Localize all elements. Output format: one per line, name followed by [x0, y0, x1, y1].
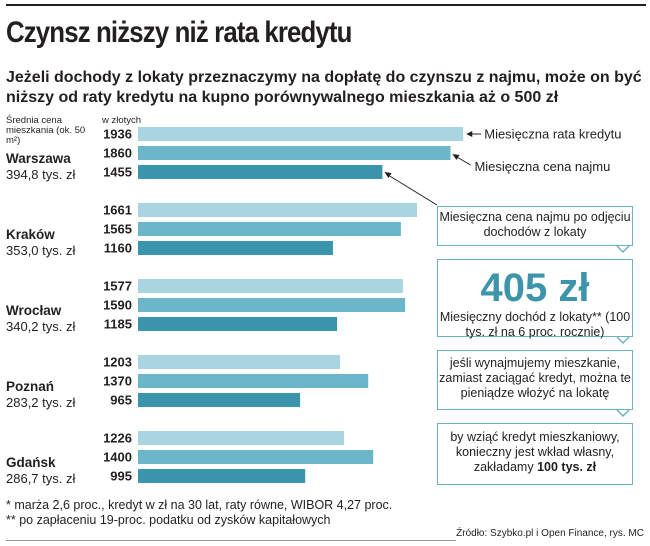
income-label: Miesięczny dochód z lokaty** (100 tys. z…	[439, 310, 631, 339]
city-price: 340,2 tys. zł	[6, 319, 75, 334]
bottom-rule	[6, 540, 456, 541]
bar	[138, 146, 451, 160]
bar-value-label: 1565	[103, 222, 132, 237]
bar	[138, 393, 301, 407]
city-name: Warszawa	[6, 151, 71, 166]
box-connector-chevron	[616, 336, 630, 345]
top-rule	[6, 4, 646, 6]
invest-note-box: jeśli wynajmujemy mieszkanie, zamiast za…	[437, 350, 633, 410]
chart-title: Czynsz niższy niż rata kredytu	[6, 16, 352, 49]
footnote-1: * marża 2,6 proc., kredyt w zł na 30 lat…	[6, 498, 393, 512]
bar	[138, 431, 344, 445]
bar-value-label: 1226	[103, 431, 132, 446]
loan-note-prefix: by wziąć kredyt mieszkaniowy, konieczny …	[450, 430, 620, 474]
bar-value-label: 1455	[103, 165, 132, 180]
loan-note-box: by wziąć kredyt mieszkaniowy, konieczny …	[437, 423, 633, 485]
bar-value-label: 1661	[103, 203, 132, 218]
loan-note-text: by wziąć kredyt mieszkaniowy, konieczny …	[438, 430, 632, 475]
bar-value-label: 1936	[103, 127, 132, 142]
legend-rent-label: Miesięczna cena najmu	[474, 159, 610, 174]
footnote-2: ** po zapłaceniu 19-proc. podatku od zys…	[6, 513, 331, 527]
bar	[138, 450, 374, 464]
bar	[138, 203, 417, 217]
bar-value-label: 995	[110, 469, 132, 484]
city-column-label: Średnia cena mieszkania (ok. 50 m²)	[6, 115, 86, 146]
legend-rate-arrowhead	[466, 131, 473, 137]
bar-value-label: 1185	[104, 317, 132, 332]
legend-rate-label: Miesięczna rata kredytu	[484, 127, 621, 142]
city-name: Wrocław	[6, 303, 62, 318]
invest-note-text: jeśli wynajmujemy mieszkanie, zamiast za…	[439, 356, 631, 400]
bar-value-label: 1370	[103, 374, 132, 389]
unit-label: w złotych	[102, 115, 142, 126]
bar-value-label: 1160	[104, 241, 132, 256]
bar-value-label: 1860	[103, 146, 132, 161]
chart-subtitle: Jeżeli dochody z lokaty przeznaczymy na …	[6, 69, 642, 106]
bar-value-label: 1577	[103, 279, 132, 294]
city-price: 286,7 tys. zł	[6, 471, 75, 486]
bar-value-label: 1203	[103, 355, 132, 370]
city-price: 283,2 tys. zł	[6, 395, 75, 410]
loan-note-amount: 100 tys. zł	[537, 460, 597, 474]
income-box: 405 zł Miesięczny dochód z lokaty** (100…	[437, 259, 633, 339]
net-rent-pointer	[386, 173, 438, 206]
bar	[138, 469, 306, 483]
bar	[138, 127, 464, 141]
box-connector-chevron	[616, 409, 630, 418]
net-rent-box: Miesięczna cena najmu po odjęciu dochodó…	[437, 206, 633, 246]
city-name: Kraków	[6, 227, 55, 242]
bar	[138, 317, 338, 331]
city-price: 353,0 tys. zł	[6, 243, 75, 258]
bar-value-label: 965	[110, 393, 132, 408]
bar	[138, 241, 333, 255]
net-rent-box-text: Miesięczna cena najmu po odjęciu dochodó…	[439, 210, 631, 239]
source-note: Źródło: Szybko.pl i Open Finance, rys. M…	[456, 528, 644, 539]
bar	[138, 355, 341, 369]
bar	[138, 165, 383, 179]
city-name: Poznań	[6, 379, 54, 394]
bar	[138, 374, 369, 388]
box-connector-chevron	[616, 245, 630, 254]
bar-value-label: 1400	[103, 450, 132, 465]
net-rent-pointer-head	[384, 172, 392, 178]
city-name: Gdańsk	[6, 455, 56, 470]
bar	[138, 222, 401, 236]
city-price: 394,8 tys. zł	[6, 167, 75, 182]
income-value: 405 zł	[480, 266, 590, 310]
bar	[138, 298, 406, 312]
legend-rent-arrowhead	[452, 154, 460, 160]
bar	[138, 279, 403, 293]
bar-value-label: 1590	[103, 298, 132, 313]
